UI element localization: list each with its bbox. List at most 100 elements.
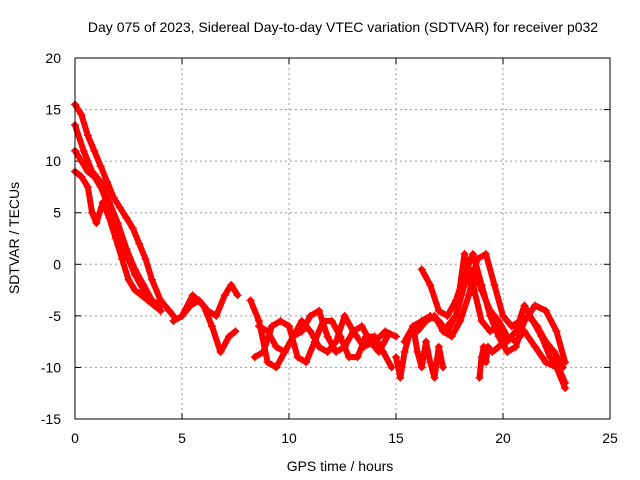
y-tick-label: -5 <box>49 308 62 324</box>
data-point <box>531 301 540 310</box>
data-point <box>220 291 229 300</box>
data-point <box>484 342 493 351</box>
data-point <box>250 353 259 362</box>
series-arc4 <box>71 167 165 315</box>
data-point <box>475 373 484 382</box>
series-arc9 <box>255 306 392 356</box>
data-point <box>481 358 490 367</box>
data-point <box>396 373 405 382</box>
data-point <box>139 286 148 295</box>
data-points <box>71 100 570 393</box>
data-point <box>413 327 422 336</box>
data-point <box>280 347 289 356</box>
data-point <box>327 317 336 326</box>
data-point <box>451 311 460 320</box>
y-tick-label: 0 <box>53 256 61 272</box>
data-point <box>323 332 332 341</box>
data-point <box>150 301 159 310</box>
series-band <box>393 323 447 381</box>
data-point <box>486 311 495 320</box>
data-point <box>267 322 276 331</box>
data-point <box>383 332 392 341</box>
data-point <box>83 182 92 191</box>
data-point <box>143 296 152 305</box>
data-point <box>259 347 268 356</box>
data-point <box>227 280 236 289</box>
data-point <box>212 311 221 320</box>
data-point <box>88 208 97 217</box>
data-point <box>464 291 473 300</box>
data-point <box>488 347 497 356</box>
data-point <box>169 317 178 326</box>
data-point <box>511 342 520 351</box>
x-axis-label: GPS time / hours <box>287 458 394 474</box>
data-point <box>77 157 86 166</box>
data-point <box>392 353 400 362</box>
y-tick-label: -10 <box>41 359 61 375</box>
data-point <box>263 358 272 367</box>
data-point <box>148 275 157 284</box>
data-point <box>105 213 114 222</box>
data-point <box>306 327 315 336</box>
data-point <box>115 203 124 212</box>
y-tick-label: 20 <box>45 50 61 66</box>
series-band <box>72 147 164 309</box>
series-arc1 <box>71 100 178 320</box>
data-point <box>297 327 306 336</box>
data-point <box>561 378 570 387</box>
data-point <box>370 332 379 341</box>
x-tick-label: 25 <box>602 430 618 446</box>
data-point <box>199 301 208 310</box>
data-point <box>421 317 430 326</box>
data-point <box>511 327 520 336</box>
data-point <box>374 347 383 356</box>
data-point <box>392 332 400 341</box>
data-point <box>293 353 302 362</box>
data-point <box>231 327 240 336</box>
y-axis-label: SDTVAR / TECUs <box>6 182 22 294</box>
data-point <box>178 311 186 320</box>
data-point <box>439 363 448 372</box>
data-point <box>434 306 443 315</box>
data-point <box>314 342 323 351</box>
data-point <box>246 296 255 305</box>
data-point <box>537 332 546 341</box>
series-arc6 <box>178 291 240 356</box>
data-point <box>443 311 452 320</box>
data-point <box>130 270 139 279</box>
data-point <box>413 347 422 356</box>
x-tick-label: 5 <box>178 430 186 446</box>
series-band <box>179 292 239 355</box>
data-point <box>118 255 127 264</box>
data-point <box>122 249 131 258</box>
data-point <box>79 146 88 155</box>
data-point <box>490 280 499 289</box>
data-point <box>90 172 99 181</box>
data-point <box>302 358 311 367</box>
data-point <box>528 317 537 326</box>
data-point <box>332 347 341 356</box>
data-point <box>272 363 281 372</box>
data-point <box>439 327 448 336</box>
data-point <box>400 337 409 346</box>
series-arc3 <box>71 146 165 310</box>
data-point <box>344 353 353 362</box>
data-point <box>421 337 430 346</box>
data-point <box>469 280 478 289</box>
data-point <box>141 255 150 264</box>
data-point <box>111 234 120 243</box>
data-point <box>541 306 550 315</box>
data-point <box>531 342 540 351</box>
data-point <box>381 327 390 336</box>
data-point <box>477 280 486 289</box>
data-point <box>233 291 242 300</box>
series-band <box>72 122 164 314</box>
data-point <box>456 317 465 326</box>
y-tick-label: -15 <box>41 411 61 427</box>
data-point <box>340 311 349 320</box>
data-point <box>353 353 362 362</box>
series-arc14 <box>443 249 570 387</box>
data-point <box>426 358 435 367</box>
data-point <box>156 306 165 315</box>
series-band <box>72 101 177 319</box>
